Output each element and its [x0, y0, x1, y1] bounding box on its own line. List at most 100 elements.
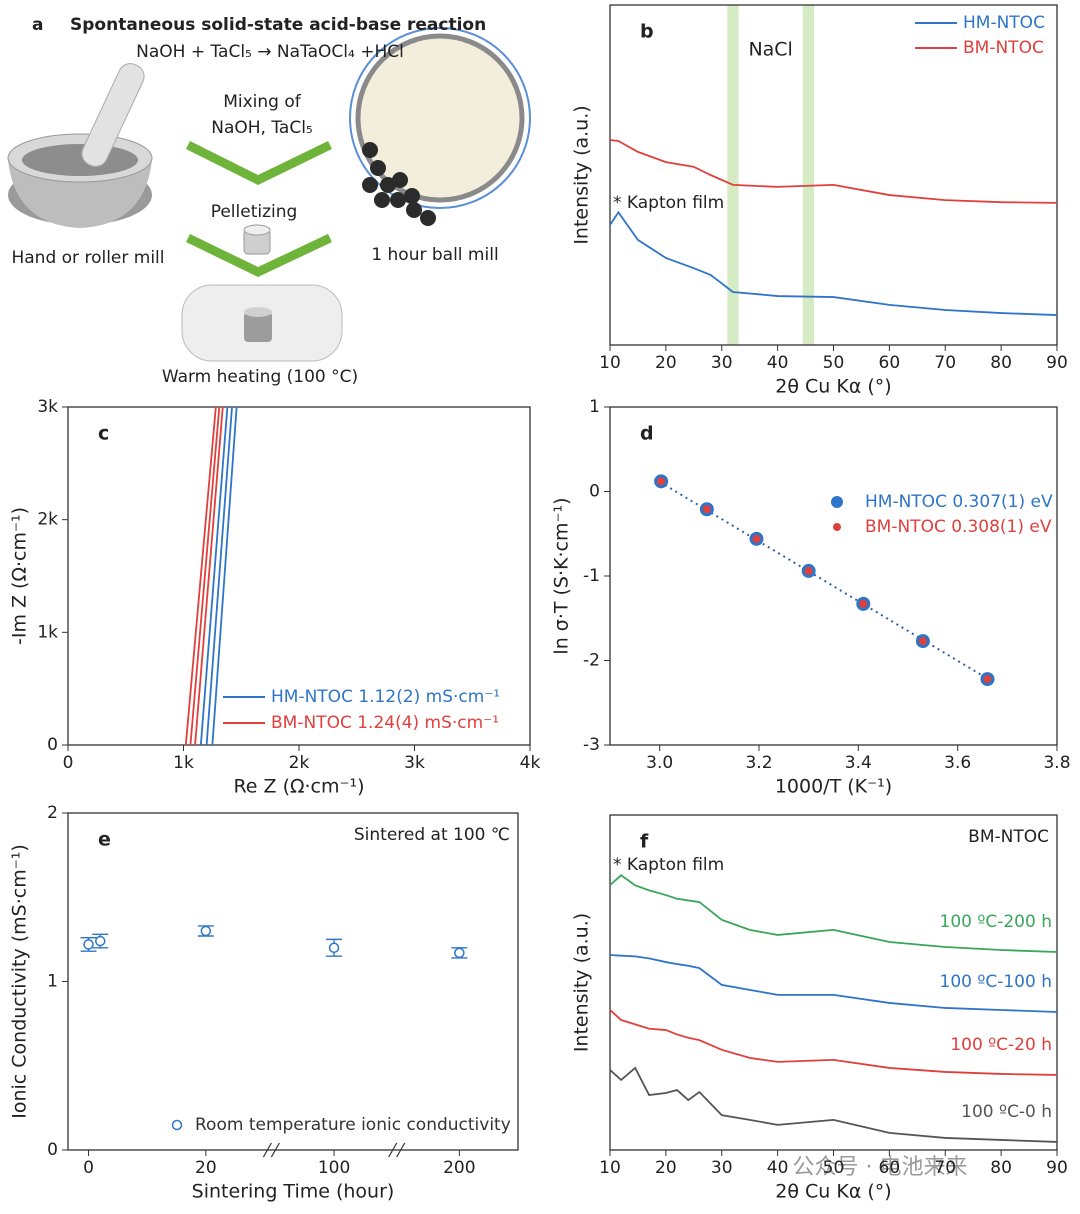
- series-line: [609, 874, 1058, 953]
- schematic-title: Spontaneous solid-state acid-base reacti…: [70, 15, 486, 35]
- panel-label: a: [32, 15, 43, 35]
- rotation-arrow: [349, 27, 531, 209]
- x-tick-label: 0: [83, 1158, 94, 1178]
- point: [702, 505, 711, 514]
- series-label: 100 ºC-100 h: [940, 972, 1053, 992]
- y-axis-label: Intensity (a.u.): [571, 913, 593, 1052]
- y-tick-label: 0: [47, 735, 58, 755]
- legend-label: HM-NTOC: [963, 13, 1045, 33]
- y-tick-label: -3: [583, 735, 600, 755]
- x-tick-label: 70: [934, 1158, 956, 1178]
- schematic: a Spontaneous solid-state acid-base reac…: [7, 15, 531, 387]
- y-tick-label: 0: [47, 1140, 58, 1160]
- point: [859, 599, 868, 608]
- legend-label: HM-NTOC 0.307(1) eV: [865, 492, 1053, 512]
- plot-frame: [67, 812, 519, 1151]
- step-label: NaOH, TaCl₅: [211, 118, 313, 138]
- plot-frame: [609, 406, 1058, 746]
- point: [983, 675, 992, 684]
- step-label: Warm heating (100 °C): [162, 367, 358, 387]
- y-tick-label: 2: [47, 803, 58, 823]
- trace: [205, 406, 233, 746]
- mill-label: 1 hour ball mill: [371, 245, 498, 265]
- point: [95, 935, 106, 947]
- series-label: 100 ºC-20 h: [950, 1035, 1052, 1055]
- series-line: [609, 1066, 1058, 1143]
- y-tick-label: 1k: [37, 622, 58, 642]
- series-label: 100 ºC-0 h: [961, 1102, 1052, 1122]
- y-axis-label: Intensity (a.u.): [571, 105, 593, 244]
- y-tick-label: 1: [589, 397, 600, 417]
- legend-label: HM-NTOC 1.12(2) mS·cm⁻¹: [271, 687, 500, 707]
- x-tick-label: 60: [879, 1158, 901, 1178]
- legend-label: Room temperature ionic conductivity: [195, 1115, 511, 1135]
- trace: [199, 406, 229, 746]
- x-axis-label: 1000/T (K⁻¹): [775, 776, 892, 798]
- x-axis-label: Sintering Time (hour): [192, 1181, 395, 1203]
- step-label: Mixing of: [223, 92, 302, 112]
- panel-label: e: [98, 829, 111, 851]
- x-tick-label: 100: [318, 1158, 350, 1178]
- x-tick-label: 1k: [173, 753, 194, 773]
- point: [83, 939, 94, 950]
- legend-label: BM-NTOC: [963, 38, 1044, 58]
- mill-label: Hand or roller mill: [11, 248, 164, 268]
- x-tick-label: 90: [1046, 1158, 1068, 1178]
- panel-label: b: [640, 21, 654, 43]
- point: [328, 942, 340, 954]
- trace: [211, 406, 238, 746]
- series-line: [609, 1009, 1058, 1076]
- legend-swatch: [833, 523, 841, 531]
- x-tick-label: 20: [655, 353, 677, 373]
- arrow-chevron: [186, 233, 332, 277]
- y-axis-label: ln σ·T (S·K·cm⁻¹): [551, 497, 573, 654]
- legend-label: BM-NTOC 0.308(1) eV: [865, 517, 1052, 537]
- x-tick-label: 50: [823, 353, 845, 373]
- trace: [184, 406, 217, 746]
- x-tick-label: 4k: [520, 753, 541, 773]
- point: [454, 947, 465, 959]
- step-label: Pelletizing: [211, 202, 298, 222]
- y-tick-label: 3k: [37, 397, 58, 417]
- x-tick-label: 3k: [404, 753, 425, 773]
- x-tick-label: 20: [655, 1158, 677, 1178]
- series-line: [609, 954, 1058, 1013]
- y-tick-label: -1: [583, 566, 600, 586]
- x-tick-label: 200: [443, 1158, 475, 1178]
- point: [918, 637, 927, 646]
- ball-mill-jar: [355, 33, 525, 203]
- milling-balls: [362, 142, 436, 226]
- series-label: 100 ºC-200 h: [940, 912, 1053, 932]
- highlight-band: [727, 5, 739, 345]
- x-tick-label: 20: [195, 1158, 217, 1178]
- x-axis-label: 2θ Cu Kα (°): [775, 376, 891, 398]
- trace: [194, 406, 224, 746]
- x-tick-label: 90: [1046, 353, 1068, 373]
- y-tick-label: 0: [589, 482, 600, 502]
- x-tick-label: 3.6: [944, 753, 971, 773]
- y-axis-label: -Im Z (Ω·cm⁻¹): [9, 507, 31, 645]
- x-tick-label: 10: [599, 353, 621, 373]
- pellet: [244, 312, 272, 342]
- mortar-bowl: [22, 144, 138, 176]
- y-axis-label: Ionic Conductivity (mS·cm⁻¹): [9, 844, 31, 1119]
- x-tick-label: 40: [767, 1158, 789, 1178]
- annotation: * Kapton film: [613, 855, 724, 875]
- y-tick-label: 1: [47, 972, 58, 992]
- x-tick-label: 3.8: [1043, 753, 1070, 773]
- x-tick-label: 10: [599, 1158, 621, 1178]
- pellet-top: [244, 307, 272, 317]
- x-tick-label: 30: [711, 353, 733, 373]
- x-tick-label: 30: [711, 1158, 733, 1178]
- arrow-chevron: [185, 140, 332, 186]
- x-tick-label: 3.2: [745, 753, 772, 773]
- x-tick-label: 3.4: [845, 753, 872, 773]
- x-tick-label: 70: [934, 353, 956, 373]
- annotation: * Kapton film: [613, 193, 724, 213]
- pestle: [81, 63, 145, 167]
- legend-swatch: [831, 496, 843, 508]
- point: [752, 534, 761, 543]
- highlight-band: [802, 5, 814, 345]
- point: [804, 566, 813, 575]
